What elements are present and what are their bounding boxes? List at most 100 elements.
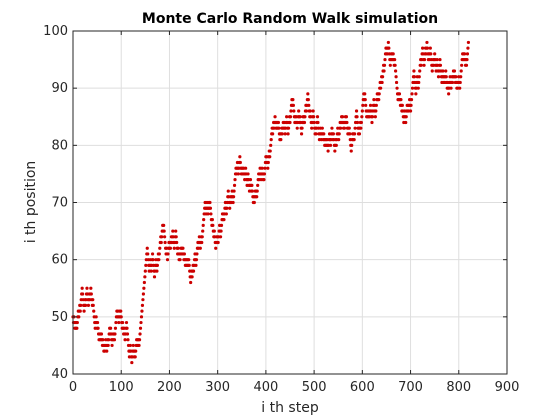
data-point	[130, 360, 134, 365]
data-point	[155, 269, 159, 273]
data-point	[435, 57, 439, 62]
data-point	[150, 252, 155, 256]
data-point	[151, 258, 155, 262]
data-point	[355, 120, 360, 125]
data-point	[125, 326, 129, 330]
data-point	[291, 103, 295, 107]
data-point	[428, 46, 432, 50]
data-point	[449, 86, 453, 90]
y-tick-label: 90	[51, 81, 68, 96]
data-point	[299, 132, 304, 136]
data-point	[224, 212, 228, 216]
data-point	[138, 332, 142, 336]
data-point	[394, 69, 398, 73]
data-point	[315, 115, 320, 119]
data-point	[91, 298, 95, 302]
data-point	[139, 320, 143, 325]
data-point	[137, 343, 141, 348]
data-point	[268, 149, 272, 153]
data-point	[433, 52, 437, 56]
data-point	[121, 320, 125, 325]
data-point	[208, 200, 212, 205]
data-point	[410, 92, 414, 96]
data-point	[387, 46, 391, 50]
data-point	[168, 246, 173, 250]
data-point	[393, 57, 397, 62]
data-point	[382, 63, 387, 67]
data-point	[126, 338, 130, 342]
data-point	[438, 57, 442, 62]
data-point	[314, 132, 318, 136]
data-point	[382, 69, 386, 73]
data-point	[266, 160, 270, 165]
data-point	[194, 258, 199, 262]
data-point	[436, 75, 441, 79]
data-point	[200, 235, 204, 239]
data-point	[200, 240, 204, 245]
data-point	[201, 223, 205, 227]
y-tick-label: 50	[51, 310, 68, 325]
x-tick-label: 300	[205, 380, 230, 395]
data-point	[119, 309, 123, 313]
data-point	[459, 69, 463, 73]
data-point	[142, 280, 146, 285]
data-point	[198, 246, 202, 250]
data-point	[219, 229, 223, 233]
data-point	[141, 292, 145, 296]
data-point	[354, 109, 359, 113]
data-point	[312, 120, 316, 125]
data-point	[454, 75, 458, 79]
data-point	[458, 86, 462, 90]
data-point	[355, 115, 359, 119]
data-point	[277, 126, 281, 130]
data-point	[408, 109, 413, 113]
data-point	[143, 269, 147, 273]
data-point	[171, 229, 175, 233]
y-tick-label: 40	[51, 367, 68, 382]
data-point	[349, 149, 353, 153]
data-point	[303, 115, 307, 119]
data-point	[279, 138, 283, 142]
data-point	[262, 178, 266, 182]
data-point	[216, 240, 220, 245]
data-point	[372, 98, 376, 102]
data-point	[226, 189, 230, 193]
data-point	[388, 63, 392, 67]
data-point	[404, 115, 408, 119]
data-point	[289, 109, 293, 113]
data-point	[444, 75, 448, 79]
data-point	[465, 57, 469, 62]
data-point	[158, 246, 162, 250]
ticks: 0 100 200 300 400 500 600 700 800 900 40 50 60 70 80 90…	[43, 24, 519, 395]
data-point	[297, 109, 301, 113]
data-point	[94, 315, 98, 319]
data-point	[231, 200, 235, 205]
data-point	[391, 52, 395, 56]
data-point	[298, 115, 302, 119]
x-tick-label: 200	[157, 380, 182, 395]
data-point	[101, 338, 105, 342]
data-point	[149, 269, 153, 273]
data-point	[380, 75, 385, 79]
data-point	[377, 98, 381, 102]
data-point	[92, 309, 96, 313]
data-point	[142, 286, 146, 290]
data-point	[458, 80, 462, 85]
data-point	[363, 98, 367, 102]
data-point	[214, 246, 218, 250]
data-point	[159, 240, 163, 245]
data-point	[339, 126, 343, 130]
data-point	[79, 303, 83, 307]
data-point	[288, 120, 292, 125]
data-point	[360, 109, 364, 113]
data-point	[462, 52, 467, 56]
data-point	[139, 315, 144, 319]
data-point	[75, 326, 79, 330]
data-point	[271, 132, 275, 136]
data-point	[379, 86, 383, 90]
data-point	[337, 138, 341, 142]
data-point	[397, 92, 402, 96]
data-point	[330, 126, 334, 130]
data-point	[195, 252, 199, 256]
data-point	[269, 143, 273, 147]
